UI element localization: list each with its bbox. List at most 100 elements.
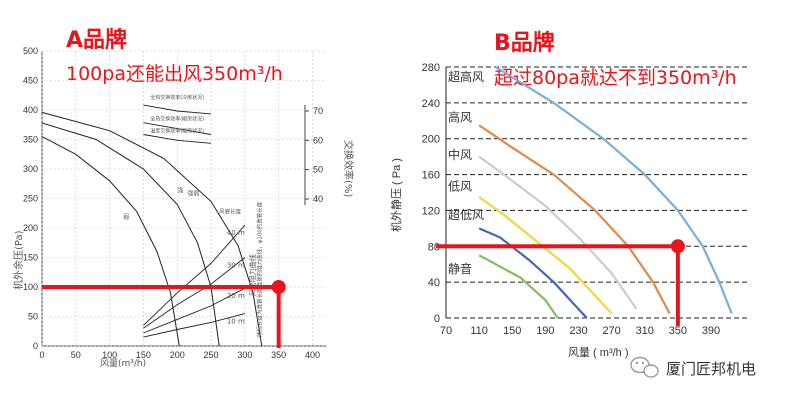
chart-a-x-tick: 350 [271,350,286,360]
chart-b-highlight-point [670,239,685,254]
chart-a-efficiency-label: 温度交换效率(暖房状况) [150,127,204,134]
chart-a-duct-side-note: 所标长度为直管长度连接的阻力曲线，φ100的直管长度 [256,201,264,337]
chart-a-pq-curve-1 [41,122,220,347]
chart-a-x-tick: 300 [237,350,252,360]
chart-b-x-tick: 110 [470,325,488,337]
chart-a-brand-title: A品牌 [66,27,127,53]
chart-b-ylabel: 机外静压 ( Pa ) [389,158,403,232]
chart-a-duct-side-label: 风管阻力曲线 [248,254,257,296]
chart-a-xlabel: 风量(m³/h) [100,358,146,369]
chart-b-x-tick: 270 [602,325,620,337]
chart-b-series-label: 中风 [448,147,472,162]
chart-b-x-tick: 230 [569,325,587,337]
chart-a-y2-tick: 60 [313,135,323,145]
chart-b-series-label: 超高风 [448,69,484,84]
chart-a-duct-curve-0 [143,224,246,326]
chart-a-grid [41,50,326,347]
chart-a-curve-label: 强弱 [187,191,199,198]
chart-a-duct-curve-label: 风管长度 [219,207,242,215]
chart-a-y2-tick: 40 [313,194,323,204]
chart-a-efficiency-label: 全热交换效率(暖房状况) [150,116,204,123]
chart-a-y-tick: 450 [23,76,38,86]
chart-b-y-tick: 120 [422,205,440,217]
chart-a-curve-label: 弱 [123,214,129,221]
chart-a-y-tick: 300 [23,164,38,174]
chart-a-curve-label: 强 [177,188,183,195]
wechat-icon [630,356,659,378]
chart-a-y-tick: 500 [23,46,38,56]
watermark: 厦门匠邦机电 [630,356,756,378]
chart-a-duct-label: 40 m [227,229,245,237]
chart-b-x-tick: 150 [503,325,521,337]
chart-b-brand-title: B品牌 [494,30,555,56]
chart-b-x-tick: 350 [669,325,687,337]
chart-a-y-tick: 150 [23,253,38,263]
chart-a-x-tick: 400 [305,350,320,360]
chart-a-y2-tick: 70 [313,106,323,116]
chart-a-x-tick: 50 [71,350,81,360]
chart-b-x-tick: 390 [702,325,720,337]
chart-a-x-tick: 250 [204,350,219,360]
chart-a-y-tick: 100 [23,282,38,292]
chart-b-series-label: 低风 [448,179,472,193]
chart-a-y-tick: 0 [33,341,38,351]
chart-a: A品牌 100pa还能出风350m³/h 0 50 100 150 200 250 300 3… [12,27,355,369]
chart-a-x-tick: 100 [102,350,117,360]
chart-b-y-tick: 200 [422,134,440,146]
chart-b-y-tick: 0 [434,313,440,325]
chart-b-x-tick: 190 [536,325,554,337]
chart-b-series-4 [478,227,588,319]
chart-b-series-0 [495,66,733,314]
chart-b-grid [445,66,750,319]
chart-b-subtitle: 超过80pa就达不到350m³/h [494,67,737,89]
chart-a-x-tick: 0 [39,350,44,360]
chart-b-series-label: 高风 [448,109,472,124]
chart-b-series-2 [478,155,638,310]
chart-a-highlight-point [271,280,286,294]
chart-a-x-tick: 200 [170,350,185,360]
chart-b-y-tick: 160 [422,170,440,182]
chart-b-series-1 [478,124,671,315]
chart-a-subtitle: 100pa还能出风350m³/h [66,63,283,85]
chart-a-y2-tick: 50 [313,165,323,175]
chart-b-series-label: 超低风 [448,207,484,222]
chart-a-annotations: 弱 强 强弱 全热交换效率(冷房状况) 全热交换效率(暖房状况) 温度交换效率(暖房状况)… [123,94,264,337]
chart-b-y-tick: 280 [422,62,440,74]
chart-a-duct-curve-2 [143,287,246,334]
chart-a-duct-label: 10 m [227,318,245,326]
chart-a-efficiency-label: 全热交换效率(冷房状况) [150,94,204,101]
chart-b: B品牌 超过80pa就达不到350m³/h 040801201602002402… [389,30,750,359]
chart-b-series-label: 静音 [448,261,472,276]
chart-a-curves [41,104,263,347]
chart-a-y-tick: 350 [23,135,38,145]
chart-a-efficiency-curve-0 [143,104,212,115]
chart-a-duct-label: 20 m [227,292,245,300]
chart-a-y-tick: 200 [23,223,38,233]
chart-b-y-tick: 40 [428,277,440,289]
chart-a-efficiency-curve-1 [143,122,212,135]
chart-a-y-tick: 250 [23,194,38,204]
chart-a-pq-curve-0 [41,136,180,347]
chart-a-x-tick: 150 [136,350,151,360]
chart-a-duct-label: 30 m [227,262,245,270]
chart-a-ticks: 0 50 100 150 200 250 300 350 400 450 500 0 50 100 150 2… [23,46,323,360]
chart-a-highlight [42,280,286,348]
chart-a-efficiency-curve-2 [143,134,212,144]
chart-b-y-tick: 240 [422,98,440,110]
chart-a-y2label: 交换效率(%) [342,140,355,197]
chart-b-series-3 [478,196,613,315]
chart-b-x-tick: 70 [440,325,452,337]
watermark-text: 厦门匠邦机电 [666,360,756,378]
chart-a-y-tick: 50 [28,312,38,322]
chart-b-xlabel: 风量 ( m³/h ) [568,346,629,359]
chart-a-duct-curve-3 [143,313,246,338]
chart-b-highlight [436,239,685,326]
chart-a-duct-curve-1 [143,257,246,329]
chart-b-series-5 [478,254,559,319]
chart-a-y-tick: 400 [23,105,38,115]
chart-a-ylabel: 机外余压(Pa) [12,230,25,290]
chart-b-curves [478,66,733,319]
